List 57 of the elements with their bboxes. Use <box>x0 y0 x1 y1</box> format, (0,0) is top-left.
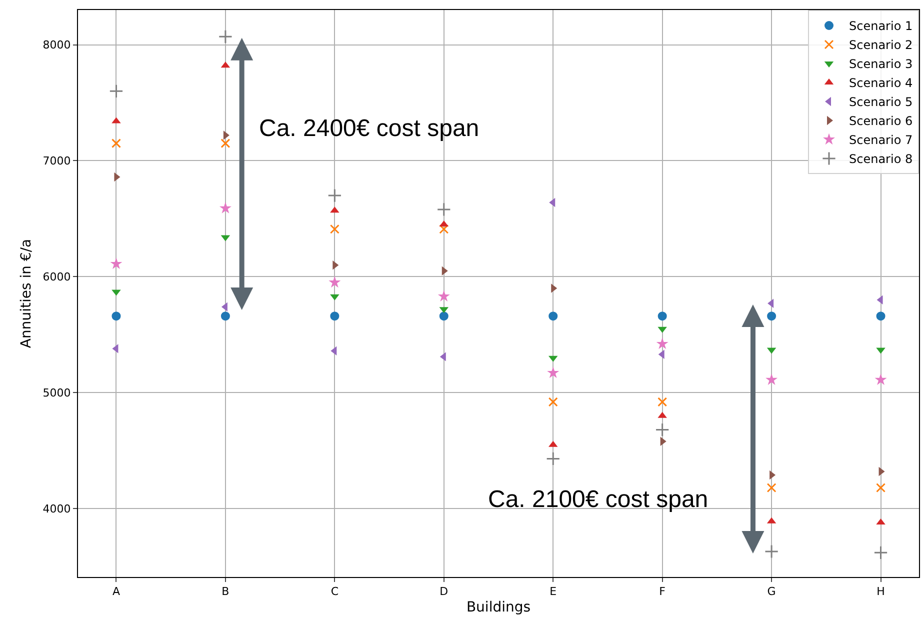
legend-label: Scenario 6 <box>849 114 913 128</box>
legend-label: Scenario 5 <box>849 95 913 110</box>
x-tick-label: B <box>222 585 230 598</box>
x-tick-label: D <box>440 585 448 598</box>
annotation: Ca. 2400€ cost span <box>259 115 480 142</box>
point <box>220 138 230 148</box>
point <box>874 546 888 560</box>
y-tick-label: 4000 <box>42 502 71 516</box>
legend-label: Scenario 2 <box>849 38 913 52</box>
point <box>328 188 342 203</box>
x-tick-label: F <box>659 585 666 598</box>
point <box>766 374 778 385</box>
point <box>111 138 121 148</box>
point <box>328 276 341 288</box>
point <box>548 312 558 321</box>
y-tick-label: 8000 <box>42 38 71 52</box>
point <box>330 312 340 321</box>
point <box>438 290 450 302</box>
y-tick-label: 6000 <box>42 270 71 284</box>
y-axis-title: Annuities in €/a <box>18 238 34 348</box>
x-tick-label: E <box>550 585 557 598</box>
point <box>874 374 887 385</box>
point <box>656 338 668 350</box>
point <box>876 482 886 492</box>
y-tick-label: 5000 <box>42 386 71 400</box>
x-axis-title: Buildings <box>466 600 531 616</box>
point <box>330 224 340 234</box>
x-tick-label: G <box>767 585 776 598</box>
legend-label: Scenario 8 <box>849 152 913 166</box>
legend-label: Scenario 1 <box>849 19 913 34</box>
point <box>655 422 670 437</box>
point <box>876 312 886 321</box>
point <box>110 258 122 270</box>
x-tick-label: A <box>112 585 120 598</box>
point <box>766 482 776 492</box>
legend-label: Scenario 3 <box>849 57 913 72</box>
x-tick-label: H <box>876 585 885 598</box>
legend-label: Scenario 7 <box>849 133 913 148</box>
point <box>109 84 124 98</box>
legend-label: Scenario 4 <box>849 76 913 90</box>
annotation: Ca. 2100€ cost span <box>488 486 708 513</box>
point <box>218 30 232 44</box>
x-tick-label: C <box>330 585 339 598</box>
point <box>767 312 776 321</box>
point <box>764 544 779 559</box>
y-tick-label: 7000 <box>42 154 71 168</box>
point <box>548 397 558 407</box>
point <box>112 312 121 321</box>
point <box>436 202 451 216</box>
point <box>439 224 449 234</box>
point <box>547 366 560 378</box>
point <box>219 202 232 214</box>
point <box>439 312 448 321</box>
point <box>658 397 668 407</box>
point <box>220 312 230 321</box>
point <box>546 452 560 466</box>
point <box>658 312 667 321</box>
